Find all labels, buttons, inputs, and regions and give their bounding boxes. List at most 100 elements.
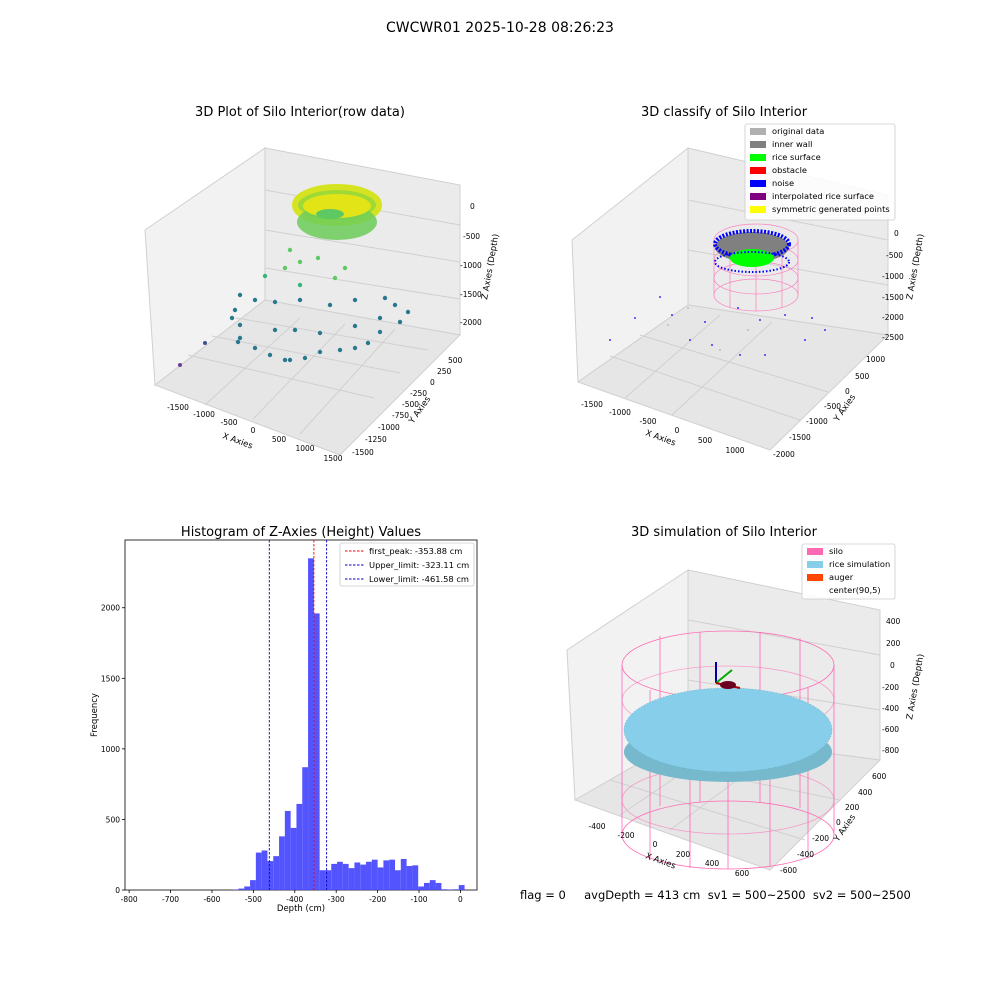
hist-bar-8 xyxy=(279,836,285,890)
simulation-y-tick-0: 600 xyxy=(872,772,887,781)
hist-bar-9 xyxy=(284,810,291,890)
classify-y-tick-4: -1000 xyxy=(806,417,828,426)
classify-y-tick-2: 0 xyxy=(845,387,850,396)
raw-x-tick-5: 1000 xyxy=(295,444,314,453)
classify-points xyxy=(713,229,791,273)
classify-z-tick-5: -2500 xyxy=(882,333,904,342)
hist-bar-7 xyxy=(273,856,280,890)
panel-raw-title: 3D Plot of Silo Interior(row data) xyxy=(195,105,405,120)
hist-bar-24 xyxy=(371,859,378,890)
legend-label-rice-simulation: rice simulation xyxy=(829,559,890,569)
legend-swatch-original-data xyxy=(750,128,766,135)
simulation-x-ticks: -400 -200 0 200 400 600 xyxy=(588,822,749,878)
hist-bar-35 xyxy=(435,882,442,890)
legend-swatch-inner-wall xyxy=(750,141,766,148)
legend-swatch-rice-simulation xyxy=(807,561,823,568)
hist-bar-1 xyxy=(238,888,245,890)
classify-legend: original data inner wall rice surface ob… xyxy=(750,126,890,214)
simulation-x-tick-1: -200 xyxy=(617,831,634,840)
classify-z-tick-4: -2000 xyxy=(882,313,904,322)
hist-bar-15 xyxy=(319,870,326,890)
classify-x-tick-5: 1000 xyxy=(725,446,744,455)
hist-bar-26 xyxy=(383,860,390,890)
hist-x-tick-4: -400 xyxy=(286,895,303,904)
simulation-z-tick-4: -400 xyxy=(882,704,899,713)
hist-bar-36 xyxy=(441,889,448,890)
legend-label-noise: noise xyxy=(772,178,794,188)
simulation-auger xyxy=(715,662,741,689)
hist-bar-21 xyxy=(354,862,361,890)
panel-classify: 3D classify of Silo Interior xyxy=(571,105,927,459)
hist-vlines xyxy=(268,540,328,890)
legend-swatch-obstacle xyxy=(750,167,766,174)
hist-bar-34 xyxy=(429,880,436,890)
simulation-y-ticks: 600 400 200 0 -200 -400 -600 xyxy=(780,772,887,875)
legend-label-first-peak: first_peak: -353.88 cm xyxy=(369,546,462,556)
hist-y-tick-2: 1000 xyxy=(101,745,120,754)
hist-x-tick-0: -800 xyxy=(121,895,138,904)
legend-label-interpolated: interpolated rice surface xyxy=(772,191,874,201)
simulation-z-tick-1: 200 xyxy=(886,639,901,648)
hist-bar-17 xyxy=(331,863,338,890)
hist-x-tick-2: -600 xyxy=(203,895,220,904)
raw-x-label: X Axies xyxy=(221,431,254,451)
legend-swatch-symmetric xyxy=(750,206,766,213)
hist-bar-5 xyxy=(261,850,268,890)
hist-x-tick-1: -700 xyxy=(162,895,179,904)
legend-label-original-data: original data xyxy=(772,126,824,136)
simulation-y-tick-2: 200 xyxy=(845,803,860,812)
raw-y-tick-0: 500 xyxy=(448,356,463,365)
simulation-y-tick-1: 400 xyxy=(858,788,873,797)
hist-bar-2 xyxy=(244,886,251,890)
classify-y-tick-0: 1000 xyxy=(866,355,885,364)
classify-x-tick-4: 500 xyxy=(698,436,713,445)
simulation-z-tick-6: -800 xyxy=(882,746,899,755)
simulation-y-tick-4: -200 xyxy=(812,834,829,843)
raw-y-tick-5: -750 xyxy=(392,411,409,420)
raw-y-tick-2: 0 xyxy=(430,378,435,387)
hist-bar-16 xyxy=(325,870,332,890)
raw-z-tick-1: -500 xyxy=(463,232,480,241)
legend-swatch-silo xyxy=(807,548,823,555)
hist-bar-28 xyxy=(395,870,401,890)
hist-bar-3 xyxy=(250,880,256,890)
hist-bar-13 xyxy=(308,558,314,890)
hist-y-ticks: 0 500 1000 1500 2000 xyxy=(101,604,125,895)
simulation-z-tick-0: 400 xyxy=(886,617,901,626)
legend-label-inner-wall: inner wall xyxy=(772,139,812,149)
raw-ring-points xyxy=(292,184,382,240)
simulation-title: 3D simulation of Silo Interior xyxy=(631,525,818,540)
panel-simulation: 3D simulation of Silo Interior xyxy=(566,525,927,878)
classify-y-tick-3: -500 xyxy=(824,402,841,411)
raw-scatter-points xyxy=(178,247,411,367)
simulation-rice-surface xyxy=(623,687,833,782)
hist-bar-12 xyxy=(302,767,309,890)
hist-bar-39 xyxy=(458,885,465,890)
hist-bar-6 xyxy=(267,861,274,890)
classify-y-tick-6: -2000 xyxy=(773,450,795,459)
hist-bar-31 xyxy=(412,865,419,890)
hist-bar-33 xyxy=(423,882,430,890)
raw-x-tick-1: -1000 xyxy=(193,410,215,419)
legend-swatch-auger xyxy=(807,574,823,581)
classify-z-tick-1: -500 xyxy=(886,251,903,260)
classify-x-tick-2: -500 xyxy=(639,417,656,426)
classify-legend-box xyxy=(744,123,896,221)
simulation-legend: silo rice simulation auger center(90,5) xyxy=(807,546,890,595)
legend-swatch-noise xyxy=(750,180,766,187)
simulation-x-tick-0: -400 xyxy=(588,822,605,831)
classify-y-tick-1: 500 xyxy=(855,372,870,381)
classify-x-tick-3: 0 xyxy=(675,426,680,435)
figure-title: CWCWR01 2025-10-28 08:26:23 xyxy=(386,20,614,36)
raw-x-tick-4: 500 xyxy=(272,435,287,444)
raw-x-tick-6: 1500 xyxy=(323,454,342,463)
simulation-legend-box xyxy=(801,543,896,600)
hist-legend: first_peak: -353.88 cm Upper_limit: -323… xyxy=(345,546,469,584)
panel-classify-title: 3D classify of Silo Interior xyxy=(641,105,808,120)
classify-x-tick-1: -1000 xyxy=(609,408,631,417)
raw-x-tick-3: 0 xyxy=(251,426,256,435)
legend-label-silo: silo xyxy=(829,546,843,556)
legend-label-center: center(90,5) xyxy=(829,585,881,595)
hist-bar-32 xyxy=(418,886,424,890)
hist-y-tick-1: 500 xyxy=(106,815,121,824)
